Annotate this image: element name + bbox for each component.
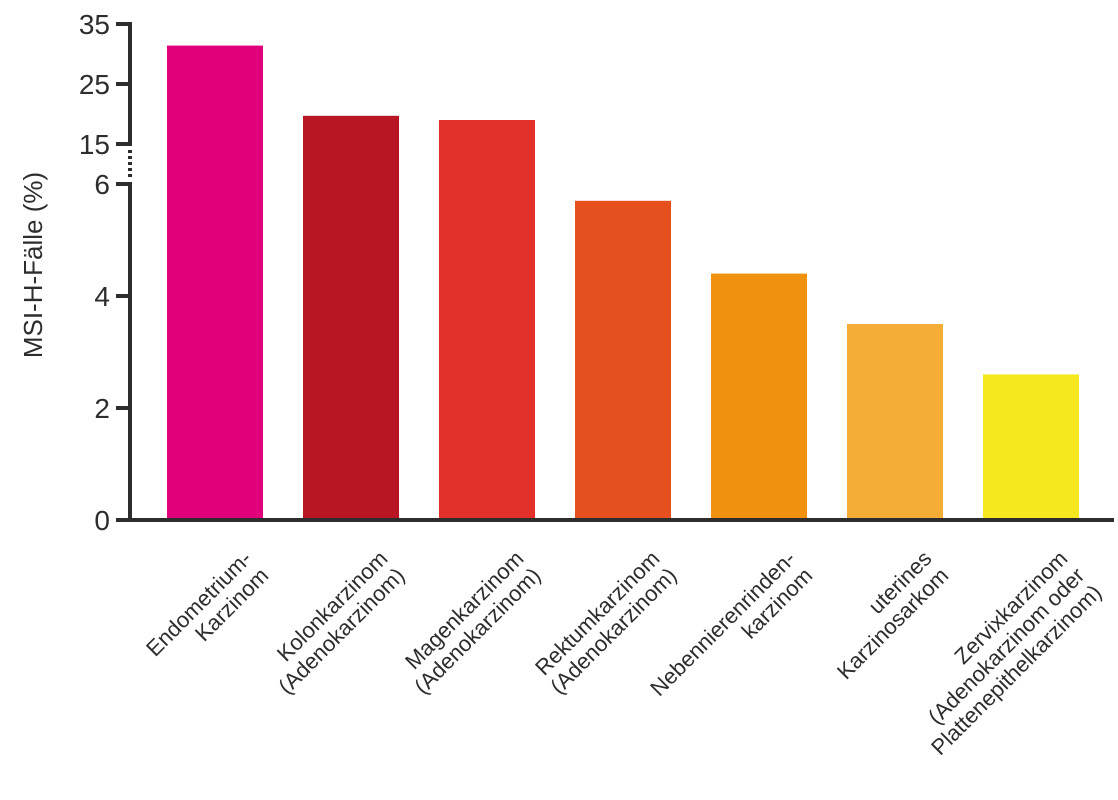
y-tick-label: 2 <box>94 393 110 424</box>
bar <box>847 324 943 520</box>
y-tick-label: 6 <box>94 169 110 200</box>
bar <box>983 374 1079 520</box>
x-category-label: Kolonkarzinom(Adenokarzinom) <box>272 546 410 699</box>
x-category-label: Magenkarzinom(Adenokarzinom) <box>400 546 545 699</box>
bar <box>167 45 263 520</box>
y-axis-title: MSI-H-Fälle (%) <box>18 172 48 358</box>
x-labels-group: Endometrium-KarzinomKolonkarzinom(Adenok… <box>141 546 1106 760</box>
bar <box>303 115 399 521</box>
x-category-label: Endometrium-Karzinom <box>141 546 273 661</box>
y-axis-label: MSI-H-Fälle (%) <box>18 172 48 358</box>
bar <box>711 273 807 520</box>
bar <box>575 200 671 521</box>
y-tick-label: 4 <box>94 281 110 312</box>
y-tick-label: 15 <box>79 129 110 160</box>
axes-group <box>128 22 1114 522</box>
y-tick-label: 0 <box>94 505 110 536</box>
bars-group <box>167 45 1079 521</box>
y-ticks-group: 0 2 4 6 15 25 35 <box>79 9 130 536</box>
y-tick-label: 35 <box>79 9 110 40</box>
x-category-label-line: (Adenokarzinom oder <box>923 563 1089 729</box>
bar <box>439 120 535 520</box>
y-tick-label: 25 <box>79 69 110 100</box>
